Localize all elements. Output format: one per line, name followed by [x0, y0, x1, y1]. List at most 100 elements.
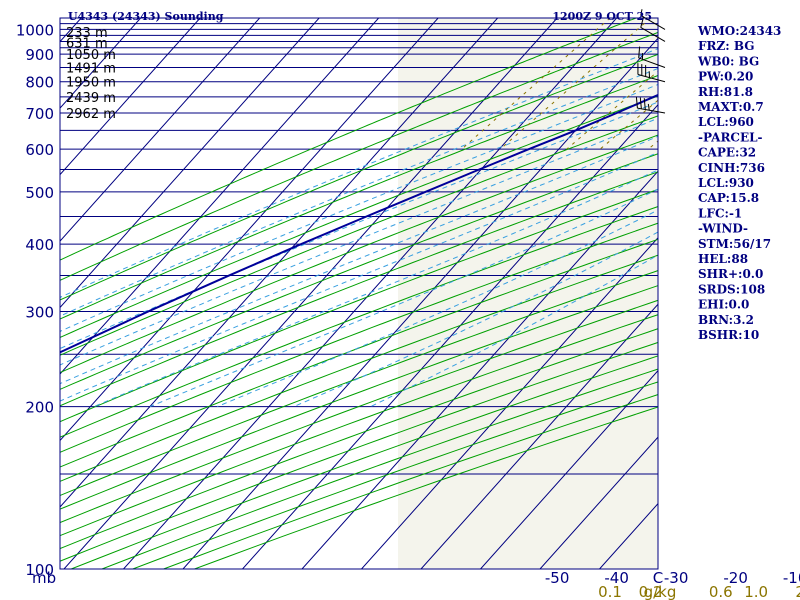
moist-adiabat [60, 135, 658, 385]
mixing-ratio-line [461, 18, 611, 150]
temperature-tick-label: -30 [664, 569, 689, 587]
height-label: 1050 m [66, 48, 116, 63]
observation-time: 1200Z 9 OCT 25 [552, 10, 652, 23]
wind-barb [640, 9, 666, 30]
temperature-tick-label: -10 [783, 569, 800, 587]
mixing-ratio-tick-label: 2.0 [795, 583, 800, 600]
index-line: CAP:15.8 [698, 191, 759, 205]
isotherm [539, 436, 658, 569]
pressure-tick-label: 300 [25, 304, 54, 322]
index-line: LCL:930 [698, 176, 754, 190]
index-line: HEL:88 [698, 252, 748, 266]
pressure-tick-label: 100 [25, 561, 54, 579]
index-line: SRDS:108 [698, 282, 765, 296]
dry-adiabat [60, 299, 658, 524]
wind-barb [640, 16, 666, 42]
pressure-tick-label: 400 [25, 236, 54, 254]
isotherm [60, 18, 320, 309]
moist-adiabat [93, 169, 658, 408]
temperature-tick-label: C [653, 569, 663, 587]
height-label: 631 m [66, 37, 108, 52]
dry-adiabat [60, 270, 658, 497]
pressure-tick-label: 900 [25, 46, 54, 64]
index-line: CAPE:32 [698, 146, 756, 160]
isotherm [60, 18, 261, 242]
mixing-ratio-line [499, 18, 651, 150]
wind-barb [635, 96, 666, 114]
index-line: LCL:960 [698, 115, 754, 129]
dry-adiabat [60, 341, 658, 562]
index-line: LFC:-1 [698, 206, 742, 220]
pressure-unit-label: mb [32, 569, 56, 587]
shaded-region [398, 18, 658, 569]
height-label: 233 m [66, 26, 108, 41]
index-line: STM:56/17 [698, 237, 771, 251]
isotherm [60, 18, 499, 508]
height-label: 1491 m [66, 62, 116, 77]
isotherm [182, 37, 658, 569]
dry-adiabat [60, 171, 658, 407]
isotherm [420, 303, 658, 569]
index-line: BRN:3.2 [698, 313, 754, 327]
index-line: CINH:736 [698, 161, 765, 175]
axis-labels: 100 200 300 400 500 600 700 800 900 1000 mb -50 -40 -… [16, 21, 800, 600]
height-label: 1950 m [66, 76, 116, 91]
temperature-tick-label: -40 [604, 569, 629, 587]
dry-adiabat [60, 328, 658, 550]
station-title: U4343 (24343) Sounding [68, 10, 224, 23]
index-line: EHI:0.0 [698, 298, 749, 312]
dry-adiabat [60, 74, 658, 320]
dry-adiabat [60, 188, 658, 423]
isotherm [361, 236, 658, 569]
mixing-ratio-tick-label: 0.2 [639, 583, 663, 600]
index-line: PW:0.20 [698, 70, 753, 84]
index-line: FRZ: BG [698, 39, 754, 53]
index-line: MAXT:0.7 [698, 100, 764, 114]
pressure-tick-label: 500 [25, 184, 54, 202]
temperature-tick-label: -20 [723, 569, 748, 587]
pressure-tick-label: 600 [25, 141, 54, 159]
dry-adiabat [60, 134, 658, 374]
wind-barb [638, 46, 666, 68]
wind-barbs [635, 9, 666, 114]
pressure-tick-label: 800 [25, 74, 54, 92]
mixing-ratio-unit-label: g/kg [644, 583, 677, 600]
index-line: BSHR:10 [698, 328, 759, 342]
index-line: SHR+:0.0 [698, 267, 763, 281]
mixing-ratio-line [599, 99, 658, 150]
isotherm [60, 18, 439, 442]
dry-adiabat [60, 285, 658, 510]
index-line: WB0: BG [697, 54, 759, 68]
pressure-tick-label: 200 [25, 399, 54, 417]
dry-adiabat [60, 53, 658, 301]
wind-barb [637, 63, 666, 83]
height-label: 2962 m [66, 107, 116, 122]
index-line: -PARCEL- [698, 130, 763, 144]
isotherm [480, 369, 658, 569]
plot-frame [59, 17, 659, 570]
moist-adiabat [60, 83, 658, 333]
isotherm [242, 104, 658, 569]
moist-adiabat [60, 67, 658, 317]
mixing-ratio-tick-label: 0.1 [598, 583, 622, 600]
dry-adiabat [60, 206, 658, 438]
parcel-trace [60, 93, 658, 354]
height-label: 2439 m [66, 91, 116, 106]
isotherm [123, 18, 618, 569]
dry-adiabat [60, 95, 658, 338]
isotherm [60, 18, 380, 375]
index-line: -WIND- [698, 222, 748, 236]
isotherm [63, 18, 558, 569]
mixing-ratio-tick-label: 0.6 [709, 583, 733, 600]
index-line: RH:81.8 [698, 85, 753, 99]
moist-adiabat [370, 254, 658, 408]
pressure-tick-label: 700 [25, 105, 54, 123]
dry-adiabat [60, 18, 637, 261]
pressure-tick-label: 1000 [16, 21, 54, 39]
mixing-ratio-tick-label: 1.0 [744, 583, 768, 600]
dry-adiabat [60, 238, 658, 468]
dry-adiabat [60, 222, 658, 453]
plot-area [60, 18, 658, 569]
